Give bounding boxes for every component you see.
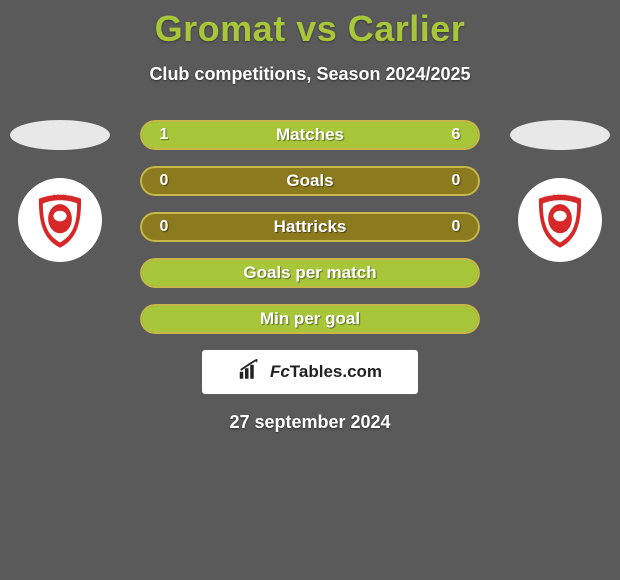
stat-bar-row: Matches1 6 bbox=[140, 120, 480, 150]
stat-bar-label: Hattricks bbox=[140, 212, 480, 242]
player-left-photo-placeholder bbox=[10, 120, 110, 150]
stat-bar-row: Min per goal bbox=[140, 304, 480, 334]
stats-bars: Matches16Goals00Hattricks00Goals per mat… bbox=[140, 120, 480, 334]
stat-bar-left-value: 1 bbox=[146, 120, 182, 150]
player-right-column: ASNL bbox=[510, 120, 610, 262]
stat-bar-right-value: 6 bbox=[438, 120, 474, 150]
player-right-photo-placeholder bbox=[510, 120, 610, 150]
stat-bar-row: Goals per match bbox=[140, 258, 480, 288]
stat-bar-row: Goals0 0 bbox=[140, 166, 480, 196]
stat-bar-left-value: 0 bbox=[146, 212, 182, 242]
page-title: Gromat vs Carlier bbox=[0, 0, 620, 50]
chart-icon bbox=[238, 359, 266, 386]
svg-text:ASNL: ASNL bbox=[52, 195, 69, 201]
shield-icon: ASNL bbox=[27, 187, 93, 253]
player-left-club-logo: ASNL bbox=[18, 178, 102, 262]
stat-bar-label: Goals per match bbox=[140, 258, 480, 288]
stat-bar-label: Matches bbox=[140, 120, 480, 150]
watermark-text: FcTables.com bbox=[270, 362, 382, 382]
stat-bar-left-value: 0 bbox=[146, 166, 182, 196]
stat-bar-label: Min per goal bbox=[140, 304, 480, 334]
footer-date: 27 september 2024 bbox=[0, 412, 620, 433]
comparison-infographic: Gromat vs Carlier Club competitions, Sea… bbox=[0, 0, 620, 580]
player-right-club-logo: ASNL bbox=[518, 178, 602, 262]
stat-bar-right-value: 0 bbox=[438, 166, 474, 196]
player-left-column: ASNL bbox=[10, 120, 110, 262]
watermark-badge: FcTables.com bbox=[202, 350, 418, 394]
stat-bar-right-value: 0 bbox=[438, 212, 474, 242]
stat-bar-row: Hattricks0 0 bbox=[140, 212, 480, 242]
svg-text:ASNL: ASNL bbox=[552, 195, 569, 201]
content-area: ASNL ASNL bbox=[0, 120, 620, 433]
shield-icon: ASNL bbox=[527, 187, 593, 253]
page-subtitle: Club competitions, Season 2024/2025 bbox=[0, 64, 620, 85]
stat-bar-label: Goals bbox=[140, 166, 480, 196]
